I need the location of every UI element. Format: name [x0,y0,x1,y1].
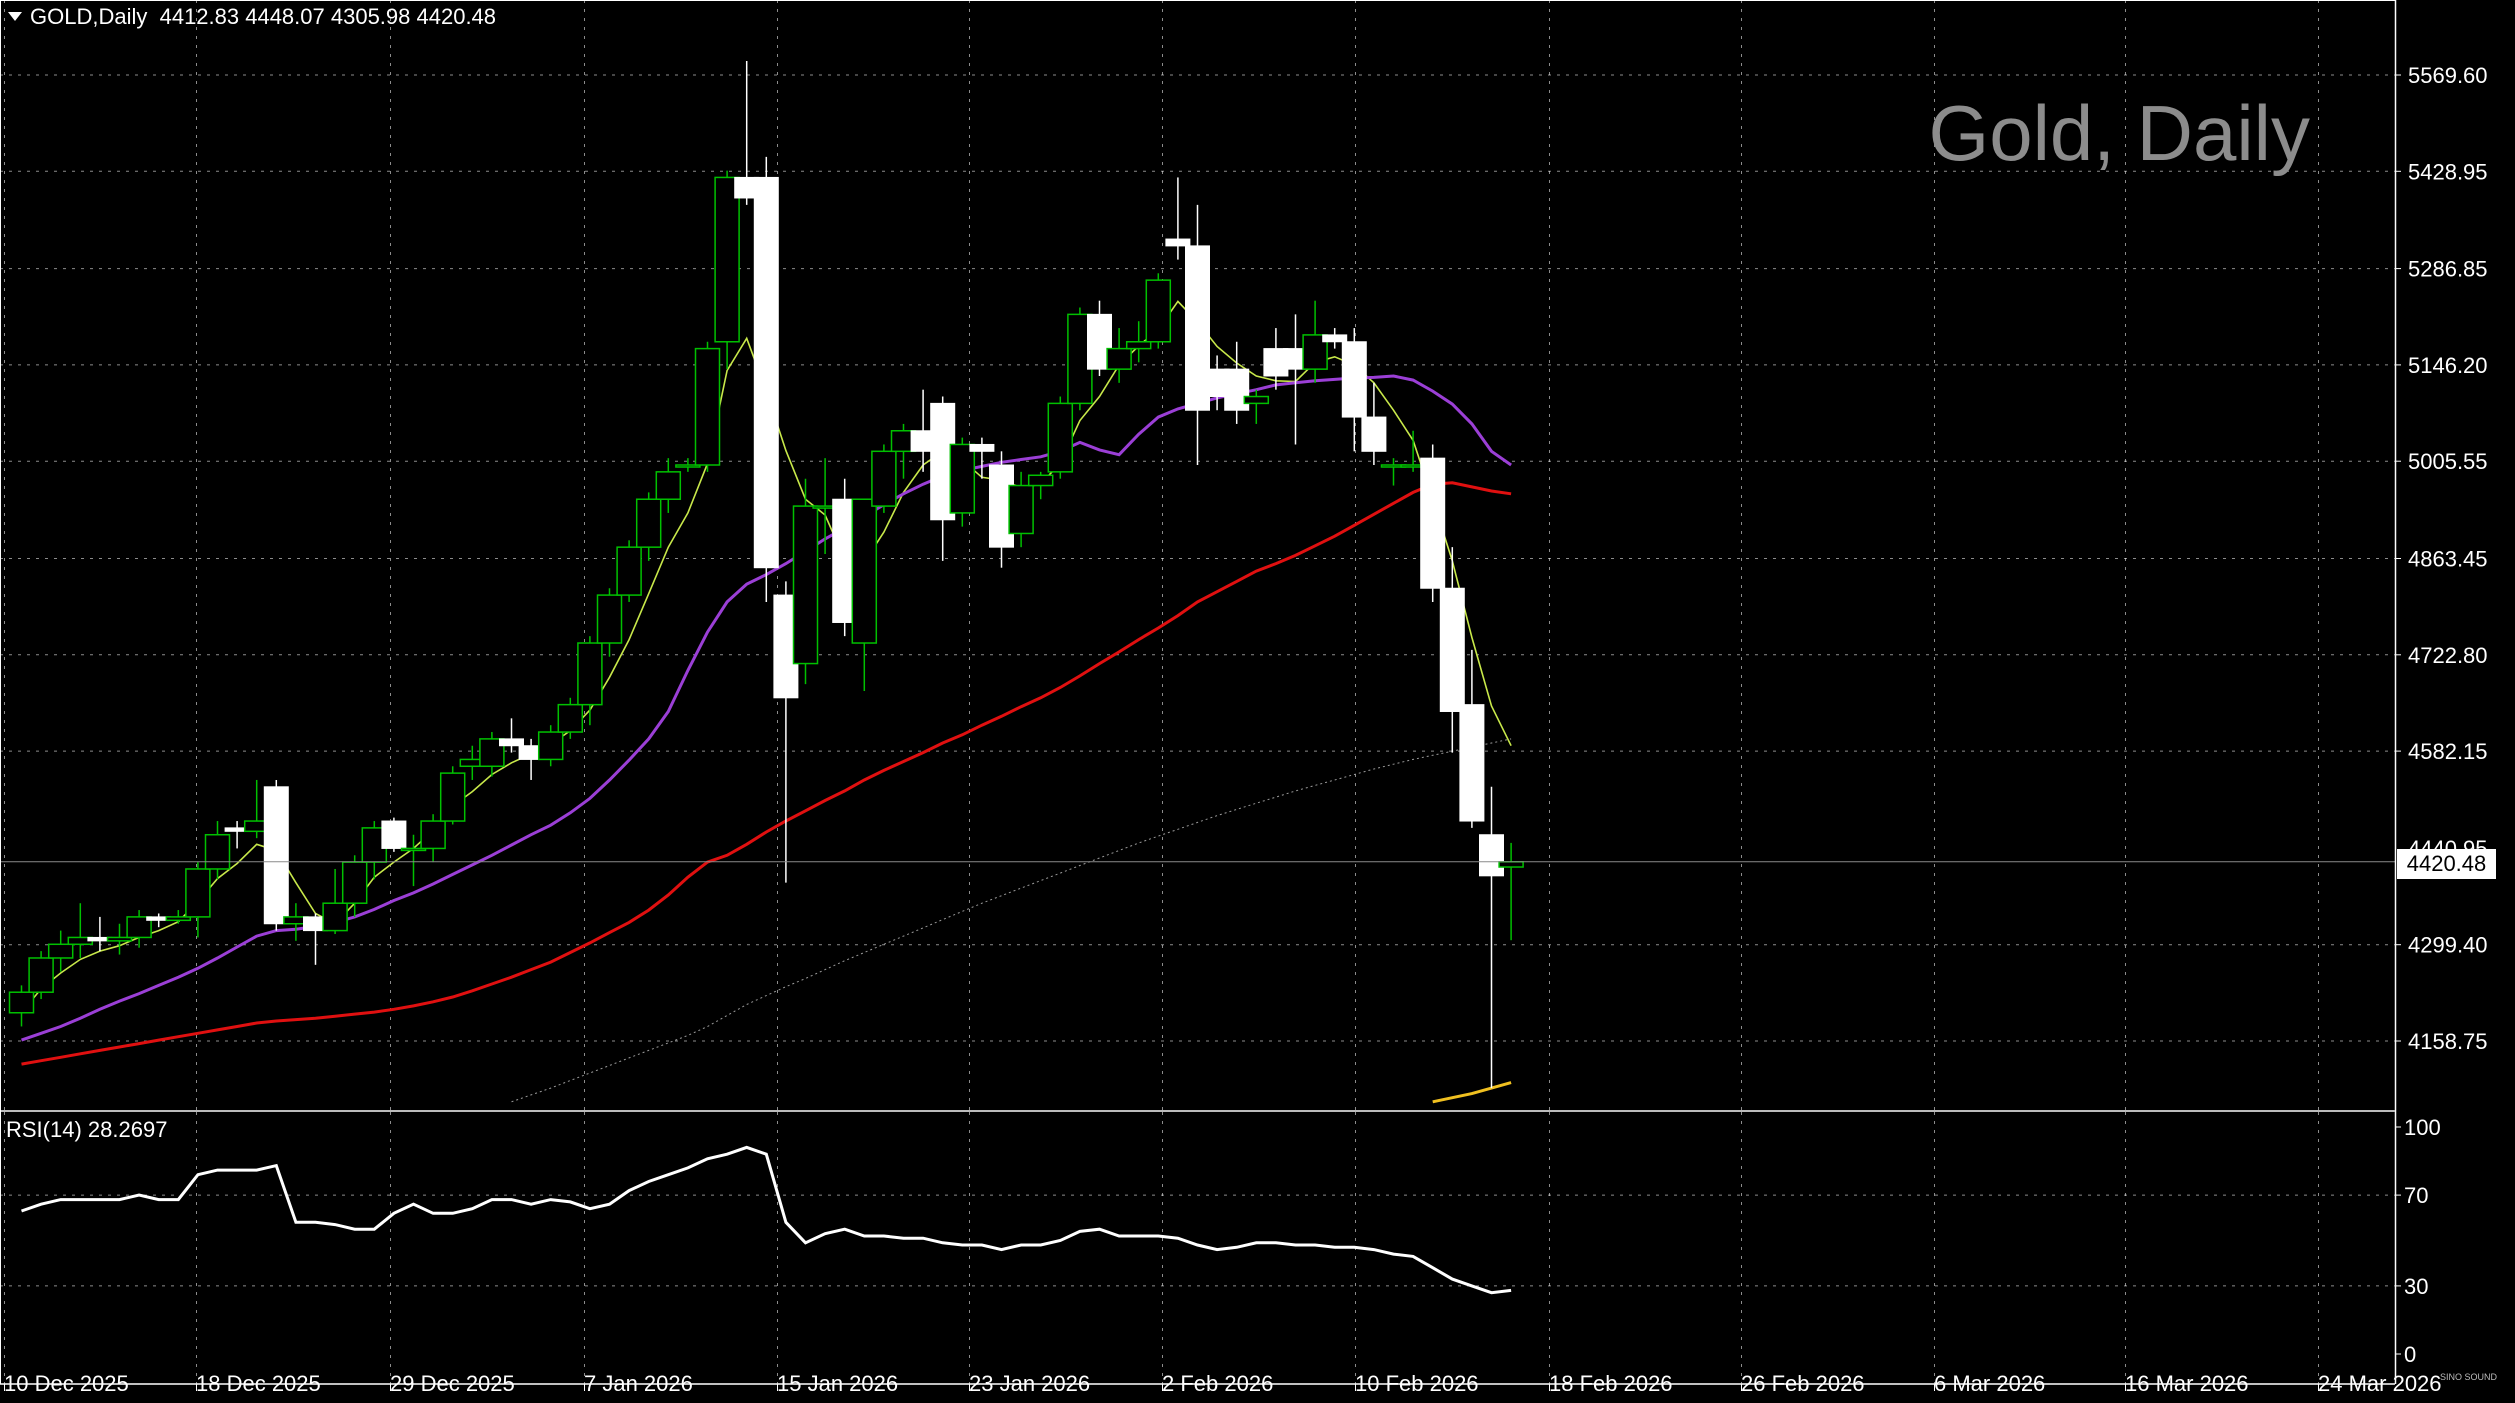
candle-body-bull [8,991,35,1014]
rsi-line [21,1145,1512,1295]
ma-line-3 [511,738,1512,1103]
candle-body-bull [537,731,564,761]
candle-body-bull [616,546,642,596]
rsi-tick-label: 70 [2404,1183,2428,1208]
candle-body-bull [28,957,54,993]
candle-body-bull [596,594,623,644]
candle-body-bull [47,943,74,959]
rsi-grid [0,1112,2395,1384]
y-tick-label: 5569.60 [2408,63,2488,88]
candle-body-bull [322,902,348,932]
candle-body-bull [420,820,446,850]
price-axis: 5569.60 5428.95 5286.85 5146.20 5005.55 4863.… [2395,63,2488,1054]
candle-body-bull [1047,402,1074,473]
candle-body-bull [655,471,682,500]
chart-watermark: Gold, Daily [1928,89,2310,177]
x-tick-label: 24 Mar 2026 [2318,1371,2442,1396]
candle-body-bull [1145,279,1172,343]
x-tick-label: 29 Dec 2025 [390,1371,515,1396]
x-tick-label: 18 Dec 2025 [196,1371,321,1396]
x-tick-label: 7 Jan 2026 [584,1371,693,1396]
candle-body-bull [792,505,819,665]
candle-body-bear [1420,457,1446,589]
candle-body-bull [1125,341,1152,350]
rsi-polyline [21,1145,1512,1295]
candle-body-bull [1106,347,1132,370]
candle-body-bear [499,738,524,747]
y-tick-label: 4158.75 [2408,1029,2488,1054]
y-tick-label: 5428.95 [2408,159,2488,184]
candle-body-bear [1322,334,1348,343]
x-tick-label: 6 Mar 2026 [1934,1371,2045,1396]
candle-body-bull [439,772,466,822]
candle-body-bear [1479,834,1504,877]
candle-body-bear [1165,238,1191,247]
candle-body-bear [1341,341,1367,418]
candle-body-bear [263,786,289,925]
candle-body-bull [204,833,231,870]
symbol-name: GOLD,Daily [30,4,148,29]
x-tick-label: 15 Jan 2026 [777,1371,898,1396]
candle-body-bull [949,443,976,514]
candle-body-bull [185,868,211,918]
candle-body-bear [1439,587,1465,712]
candle-body-bull [577,642,603,706]
candle-body-bear [1361,416,1387,452]
candle-body-bull [106,936,133,942]
candle-body-bear [753,176,779,569]
candle-body-bull [851,498,878,644]
candle-body-bull [1498,861,1524,868]
brand-logo: SINO SOUND [2440,1372,2498,1382]
candle-body-bull [714,176,740,343]
candles [0,61,2395,1089]
x-tick-label: 23 Jan 2026 [969,1371,1090,1396]
candle-body-bull [871,450,897,507]
candle-body-bear [1459,704,1485,822]
rsi-tick-label: 100 [2404,1115,2441,1140]
y-tick-label: 4299.40 [2408,933,2488,958]
y-tick-label: 4722.80 [2408,643,2488,668]
y-tick-label: 5005.55 [2408,449,2488,474]
candle-body-bull [1027,474,1054,487]
x-tick-label: 10 Feb 2026 [1355,1371,1479,1396]
rsi-tick-label: 30 [2404,1274,2428,1299]
rsi-axis: 100 70 30 0 [2395,1115,2441,1367]
dropdown-triangle-icon[interactable] [8,12,22,21]
candle-body-bull [557,703,584,733]
candle-body-bear [969,443,995,452]
x-tick-label: 10 Dec 2025 [4,1371,129,1396]
symbol-header[interactable]: GOLD,Daily 4412.83 4448.07 4305.98 4420.… [8,4,496,30]
candle-body-bull [1008,484,1034,535]
y-tick-label: 5146.20 [2408,353,2488,378]
last-price-tag: 4420.48 [2397,849,2496,879]
y-tick-label: 5286.85 [2408,257,2488,282]
x-tick-label: 18 Feb 2026 [1549,1371,1673,1396]
candle-body-bear [381,820,407,849]
candle-body-bull [675,464,701,468]
ma-line-4 [1432,1081,1512,1104]
candle-body-bull [341,861,368,904]
rsi-label: RSI(14) 28.2697 [6,1117,168,1142]
ohlc-values: 4412.83 4448.07 4305.98 4420.48 [159,4,497,29]
chart-frame [0,0,2397,1385]
candle-body-bull [400,847,427,852]
candle-body-bull [165,916,192,922]
rsi-tick-label: 0 [2404,1342,2416,1367]
time-axis: 10 Dec 2025 18 Dec 2025 29 Dec 2025 7 Jan 2… [4,1371,2442,1396]
x-tick-label: 26 Feb 2026 [1741,1371,1865,1396]
y-tick-label: 4863.45 [2408,546,2488,571]
y-tick-label: 4582.15 [2408,739,2488,764]
ma-line-2 [21,481,1512,1066]
x-tick-label: 2 Feb 2026 [1162,1371,1273,1396]
candle-body-bull [694,347,721,466]
candle-body-bull [635,498,662,548]
candle-body-bull [126,916,152,939]
candle-body-bull [1243,395,1270,405]
x-tick-label: 16 Mar 2026 [2125,1371,2249,1396]
